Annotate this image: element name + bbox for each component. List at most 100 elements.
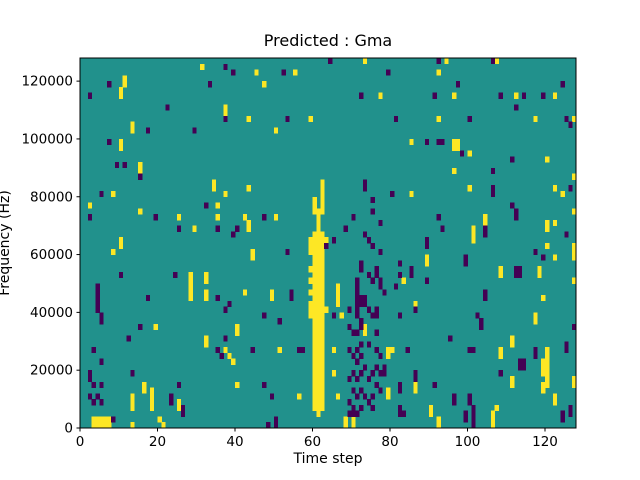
heatmap-cell-high	[362, 323, 368, 331]
heatmap-cell-low	[355, 295, 360, 302]
heatmap-cell-high	[335, 295, 341, 302]
heatmap-cell-low	[351, 370, 356, 377]
heatmap-cell-low	[215, 295, 220, 302]
heatmap-cell-high	[118, 92, 124, 99]
heatmap-cell-high	[308, 266, 313, 273]
heatmap-cell-high	[436, 422, 441, 429]
heatmap-cell-high	[211, 185, 217, 192]
heatmap-cell-low	[355, 289, 360, 296]
heatmap-cell-low	[374, 347, 379, 354]
heatmap-cell-high	[215, 202, 220, 209]
heatmap-cell-low	[463, 410, 468, 417]
heatmap-cell-low	[514, 104, 519, 111]
heatmap-cell-low	[490, 185, 496, 192]
heatmap-cell-low	[471, 347, 476, 354]
heatmap-cell-high	[316, 387, 321, 394]
heatmap-cell-high	[312, 202, 317, 209]
heatmap-cell-high	[122, 81, 127, 88]
heatmap-cell-high	[572, 375, 577, 383]
heatmap-cell-high	[188, 283, 193, 290]
heatmap-cell-low	[223, 63, 228, 70]
heatmap-cell-low	[169, 399, 174, 406]
heatmap-cell-low	[397, 410, 403, 417]
heatmap-cell-low	[401, 410, 406, 417]
heatmap-cell-high	[316, 295, 321, 302]
heatmap-cell-low	[219, 352, 224, 360]
heatmap-cell-high	[320, 404, 325, 412]
heatmap-cell-high	[320, 179, 325, 186]
heatmap-cell-high	[312, 393, 317, 400]
heatmap-cell-low	[378, 352, 383, 360]
heatmap-cell-low	[374, 306, 379, 313]
heatmap-cell-low	[130, 370, 135, 377]
heatmap-cell-high	[242, 289, 248, 296]
heatmap-cell-high	[316, 260, 321, 267]
heatmap-cell-high	[541, 381, 546, 388]
heatmap-cell-low	[448, 335, 453, 342]
heatmap-cell-low	[568, 121, 573, 128]
heatmap-cell-high	[192, 225, 197, 232]
heatmap-cell-low	[564, 347, 569, 354]
heatmap-cell-low	[262, 381, 267, 388]
heatmap-cell-high	[316, 300, 321, 307]
heatmap-cell-high	[510, 335, 515, 342]
heatmap-cell-low	[413, 306, 418, 313]
x-tick-label: 60	[304, 434, 321, 450]
heatmap-cell-low	[355, 329, 360, 336]
heatmap-cell-low	[533, 248, 538, 255]
heatmap-cell-low	[138, 173, 143, 180]
heatmap-cell-low	[424, 138, 430, 146]
heatmap-cell-low	[510, 202, 515, 209]
heatmap-cell-low	[517, 271, 523, 279]
heatmap-cell-low	[510, 156, 515, 163]
heatmap-cell-high	[312, 352, 317, 360]
heatmap-cell-low	[560, 81, 565, 88]
heatmap-cell-high	[312, 231, 317, 238]
heatmap-cell-low	[87, 393, 93, 400]
heatmap-cell-high	[118, 243, 124, 250]
heatmap-cell-low	[281, 69, 286, 76]
heatmap-cell-low	[366, 237, 372, 244]
heatmap-cell-high	[316, 231, 321, 238]
heatmap-cell-high	[471, 237, 476, 244]
heatmap-cell-high	[436, 69, 441, 76]
heatmap-cell-low	[370, 243, 375, 250]
heatmap-cell-high	[320, 190, 325, 198]
heatmap-cell-low	[572, 323, 577, 331]
heatmap-cell-high	[320, 364, 325, 371]
heatmap-cell-low	[359, 92, 364, 99]
heatmap-cell-low	[87, 92, 93, 99]
heatmap-cell-low	[568, 410, 573, 417]
heatmap-cell-high	[107, 416, 112, 423]
heatmap-cell-low	[397, 381, 403, 388]
heatmap-cell-low	[176, 381, 182, 388]
heatmap-cell-low	[424, 243, 430, 250]
heatmap-cell-low	[235, 225, 240, 232]
heatmap-cell-high	[118, 144, 124, 151]
heatmap-cell-high	[269, 289, 275, 296]
heatmap-cell-low	[273, 416, 279, 423]
heatmap-cell-low	[87, 375, 93, 383]
x-tick-label: 80	[381, 434, 398, 450]
axes-spines	[79, 57, 577, 429]
heatmap-cell-high	[246, 185, 251, 192]
heatmap-cell-low	[204, 202, 209, 209]
heatmap-cell-low	[355, 347, 360, 354]
heatmap-cell-low	[490, 167, 496, 175]
heatmap-cell-low	[95, 306, 100, 313]
heatmap-cell-low	[99, 318, 104, 325]
heatmap-cell-low	[533, 352, 538, 360]
heatmap-cell-low	[362, 231, 368, 238]
heatmap-cell-low	[324, 243, 329, 250]
heatmap-cell-high	[498, 271, 503, 279]
heatmap-cell-high	[312, 271, 317, 279]
heatmap-cell-low	[374, 329, 379, 336]
heatmap-cell-high	[320, 283, 325, 290]
heatmap-cell-low	[215, 347, 220, 354]
heatmap-cell-high	[312, 254, 317, 261]
heatmap-cell-high	[335, 393, 341, 400]
heatmap-cell-low	[331, 237, 337, 244]
heatmap-cell-high	[320, 237, 325, 244]
heatmap-cell-low	[362, 393, 368, 400]
